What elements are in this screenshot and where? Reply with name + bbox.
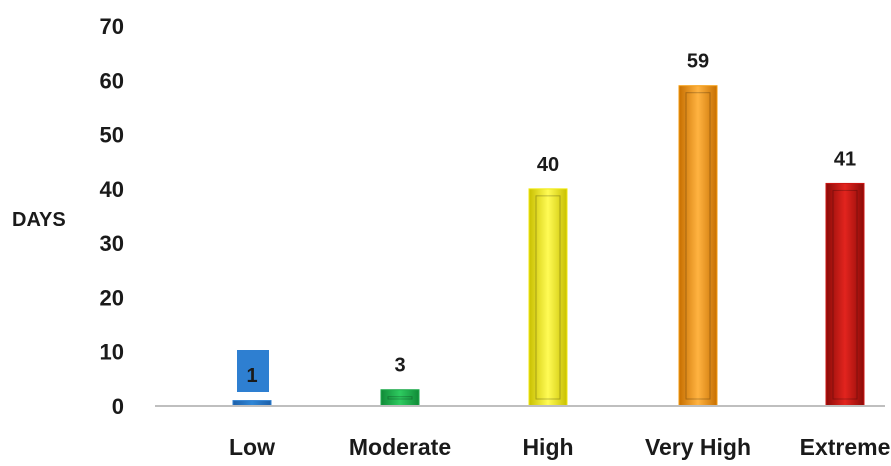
y-tick-label: 70	[100, 14, 124, 39]
bar-bevel	[685, 92, 711, 400]
y-tick-label: 20	[100, 285, 124, 310]
y-tick-label: 50	[100, 123, 124, 148]
y-tick-label: 60	[100, 68, 124, 93]
data-label-box	[237, 350, 269, 392]
x-axis-categories: Low Moderate High Very High Extreme	[229, 434, 890, 460]
y-tick-label: 10	[100, 340, 124, 365]
bar-bevel	[387, 396, 413, 400]
x-category-label: Low	[229, 434, 275, 460]
bar-bevel	[535, 195, 561, 400]
x-category-label: Extreme	[800, 434, 891, 460]
x-category-label: Very High	[645, 434, 751, 460]
y-tick-label: 30	[100, 231, 124, 256]
x-category-label: Moderate	[349, 434, 451, 460]
y-tick-label: 40	[100, 177, 124, 202]
data-label: 3	[394, 355, 405, 377]
data-labels: 1 3 40 59 41	[237, 51, 856, 392]
data-label: 40	[537, 154, 559, 176]
bar-high	[528, 188, 568, 407]
y-tick-label: 0	[112, 394, 124, 419]
y-axis-label: DAYS	[12, 209, 66, 231]
data-label: 41	[834, 148, 856, 170]
bar-bevel	[832, 189, 858, 400]
bar-very-high	[678, 85, 718, 407]
x-category-label: High	[522, 434, 573, 460]
bar-moderate	[380, 389, 420, 407]
y-axis-ticks: 0 10 20 30 40 50 60 70	[100, 14, 124, 419]
data-label: 1	[246, 365, 257, 387]
bar-extreme	[825, 182, 865, 407]
bars	[232, 85, 865, 407]
data-label: 59	[687, 51, 709, 73]
